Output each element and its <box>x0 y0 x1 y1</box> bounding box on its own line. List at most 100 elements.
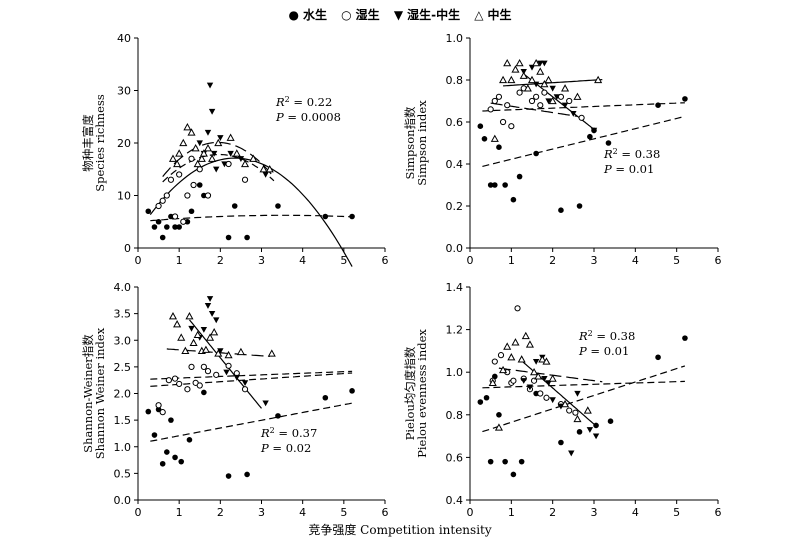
data-point-aquatic <box>188 208 195 215</box>
data-point-mesophyte <box>503 342 512 350</box>
data-point-mesophyte <box>191 144 200 152</box>
y-tick-label: 1.4 <box>446 281 464 294</box>
y-axis-title-en: Pielou evenness index <box>415 329 429 458</box>
x-axis-title: 竞争强度 Competition intensity <box>308 523 492 537</box>
trend-line <box>503 79 603 87</box>
x-tick-label: 4 <box>632 254 639 267</box>
x-tick-label: 3 <box>591 506 598 519</box>
data-point-hygro-mesophyte <box>206 296 214 302</box>
data-point-mesophyte <box>511 338 520 346</box>
data-point-hygro-mesophyte <box>200 327 208 333</box>
data-point-mesophyte <box>173 320 182 328</box>
open-triangle-up-icon: △ <box>474 8 484 22</box>
data-point-mesophyte <box>189 338 198 347</box>
data-point-aquatic <box>487 458 494 465</box>
data-point-hygro-mesophyte <box>208 108 216 115</box>
p-value-label: P = 0.02 <box>260 441 311 455</box>
data-point-aquatic <box>196 182 203 188</box>
data-point-aquatic <box>492 182 498 188</box>
data-point-hygrophyte <box>188 363 195 370</box>
chart-legend: ● 水生 ○ 湿生 ▼ 湿生-中生 △ 中生 <box>0 6 800 23</box>
data-point-mesophyte <box>267 349 276 357</box>
x-tick-label: 4 <box>632 506 639 519</box>
y-tick-label: 0.0 <box>446 242 464 255</box>
trend-line <box>498 367 603 383</box>
x-tick-label: 1 <box>176 254 183 267</box>
data-point-aquatic <box>145 208 152 215</box>
data-point-aquatic <box>518 458 525 465</box>
data-point-mesophyte <box>530 367 539 376</box>
data-point-mesophyte <box>224 350 233 359</box>
x-tick-label: 6 <box>382 254 389 267</box>
data-point-aquatic <box>516 173 523 180</box>
y-axis-title-cn: 物种丰富度 <box>81 114 95 172</box>
data-point-hygrophyte <box>171 375 179 382</box>
x-tick-label: 5 <box>340 506 347 519</box>
data-point-aquatic <box>576 429 583 435</box>
data-point-mesophyte <box>199 149 208 157</box>
data-point-aquatic <box>349 388 355 394</box>
data-point-hygro-mesophyte <box>210 150 218 157</box>
y-tick-label: 0.6 <box>446 116 464 129</box>
data-point-aquatic <box>655 102 661 108</box>
x-tick-label: 6 <box>715 506 722 519</box>
data-point-hygrophyte <box>190 181 197 189</box>
data-point-mesophyte <box>561 399 570 408</box>
data-point-hygrophyte <box>171 213 179 220</box>
data-point-aquatic <box>178 458 185 465</box>
data-point-mesophyte <box>240 159 250 168</box>
trend-line <box>189 319 262 409</box>
data-point-hygrophyte <box>213 371 220 378</box>
data-point-hygrophyte <box>504 102 511 109</box>
data-point-aquatic <box>533 150 539 157</box>
data-point-mesophyte <box>503 58 512 67</box>
data-point-mesophyte <box>544 75 553 84</box>
y-tick-label: 4.0 <box>114 281 132 294</box>
legend-label: 中生 <box>487 8 512 22</box>
data-point-mesophyte <box>536 67 545 75</box>
data-point-hygro-mesophyte <box>227 150 234 157</box>
data-point-hygro-mesophyte <box>206 82 214 89</box>
data-point-aquatic <box>587 133 593 140</box>
data-point-mesophyte <box>538 355 547 363</box>
y-tick-label: 0.4 <box>446 494 464 507</box>
filled-circle-icon: ● <box>288 8 299 22</box>
data-point-aquatic <box>275 413 281 419</box>
data-point-aquatic <box>145 408 152 415</box>
data-point-hygro-mesophyte <box>217 135 224 141</box>
data-point-hygro-mesophyte <box>233 374 240 381</box>
y-axis-title-cn: Simpson指数 <box>403 106 417 180</box>
data-point-mesophyte <box>521 331 530 340</box>
data-point-hygro-mesophyte <box>241 380 249 387</box>
data-point-mesophyte <box>525 340 534 348</box>
x-tick-label: 5 <box>673 254 680 267</box>
data-point-hygro-mesophyte <box>204 303 212 309</box>
y-tick-label: 40 <box>117 32 131 45</box>
data-point-hygrophyte <box>508 123 515 130</box>
y-tick-label: 1.5 <box>114 414 132 427</box>
data-point-mesophyte <box>583 406 592 414</box>
p-value-label: P = 0.01 <box>603 162 654 176</box>
data-point-hygrophyte <box>537 102 544 109</box>
data-point-aquatic <box>682 335 688 341</box>
chart-panel-4: 0 1 2 3 4 5 6 0.4 0.6 0.8 1.0 1.2 1.4 Pielou均匀度指数Piel… <box>403 281 722 519</box>
data-point-mesophyte <box>208 154 217 162</box>
data-point-mesophyte <box>511 65 520 73</box>
y-tick-label: 2.5 <box>114 361 132 374</box>
data-point-hygrophyte <box>499 118 507 126</box>
y-tick-label: 0.6 <box>446 451 464 464</box>
r-squared-label: R2 = 0.37 <box>260 426 317 441</box>
legend-label: 湿生 <box>355 8 380 22</box>
data-point-hygro-mesophyte <box>574 390 581 397</box>
data-point-hygro-mesophyte <box>541 60 548 67</box>
data-point-hygrophyte <box>495 93 503 100</box>
data-point-hygrophyte <box>155 202 162 210</box>
data-point-hygrophyte <box>225 362 232 369</box>
trend-line <box>150 402 353 442</box>
data-point-aquatic <box>322 394 329 401</box>
data-point-hygro-mesophyte <box>196 140 203 147</box>
data-point-hygrophyte <box>514 305 521 312</box>
data-point-aquatic <box>164 224 170 230</box>
data-point-mesophyte <box>490 134 499 142</box>
